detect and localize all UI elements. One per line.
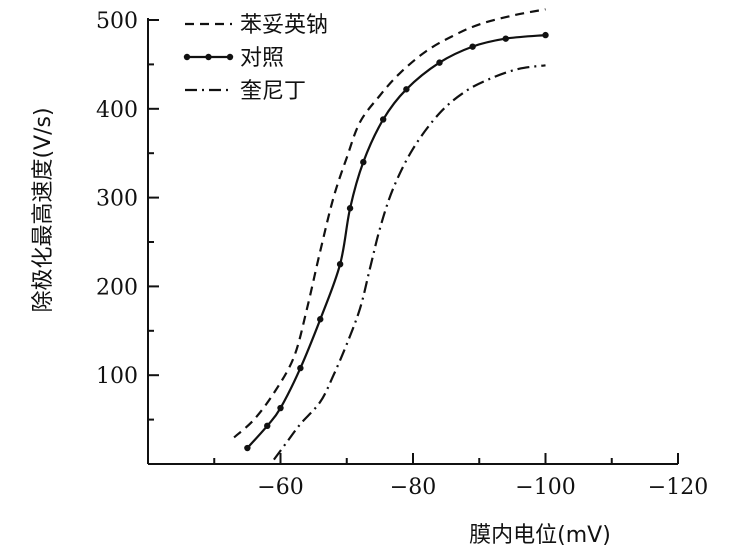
y-axis-title: 除极化最高速度(V/s) <box>31 107 56 312</box>
series-line-1 <box>233 8 546 439</box>
legend-marker <box>205 53 212 61</box>
legend-marker <box>183 53 191 61</box>
data-point <box>436 59 443 66</box>
data-point <box>379 116 387 123</box>
data-point <box>277 404 284 412</box>
y-tick-label: 100 <box>96 364 138 389</box>
series-layer <box>233 8 549 461</box>
x-tick-label: −100 <box>515 475 575 500</box>
axes: −60 −80 −100 −120 100 200 300 400 500 <box>96 9 708 500</box>
data-point <box>469 43 476 50</box>
data-point <box>502 35 509 42</box>
data-point <box>360 158 367 166</box>
y-tick-label: 200 <box>96 275 138 300</box>
data-point <box>336 261 344 268</box>
data-point <box>317 316 324 323</box>
y-tick-label: 400 <box>96 98 138 123</box>
legend-item-1: 苯妥英钠 <box>185 13 328 38</box>
series-3 <box>273 64 546 461</box>
x-tick-label: −120 <box>648 475 708 500</box>
data-point <box>244 444 251 452</box>
legend-item-3: 奎尼丁 <box>185 79 306 104</box>
x-tick-label: −80 <box>390 475 436 500</box>
x-axis-title: 膜内电位(mV) <box>469 523 611 548</box>
legend-label: 对照 <box>240 46 284 71</box>
data-point <box>542 31 549 39</box>
x-tick-label: −60 <box>257 475 303 500</box>
series-1 <box>233 8 546 439</box>
legend-marker <box>226 53 234 61</box>
legend-label: 奎尼丁 <box>240 79 306 104</box>
data-point <box>346 205 354 212</box>
data-point <box>297 364 304 372</box>
y-tick-label: 300 <box>96 187 138 212</box>
legend-label: 苯妥英钠 <box>240 13 328 38</box>
legend-item-2: 对照 <box>183 46 284 71</box>
series-line-3 <box>273 64 546 461</box>
data-point <box>264 422 271 430</box>
y-tick-label: 500 <box>96 9 138 34</box>
data-point <box>403 86 410 93</box>
series-2 <box>244 31 549 452</box>
